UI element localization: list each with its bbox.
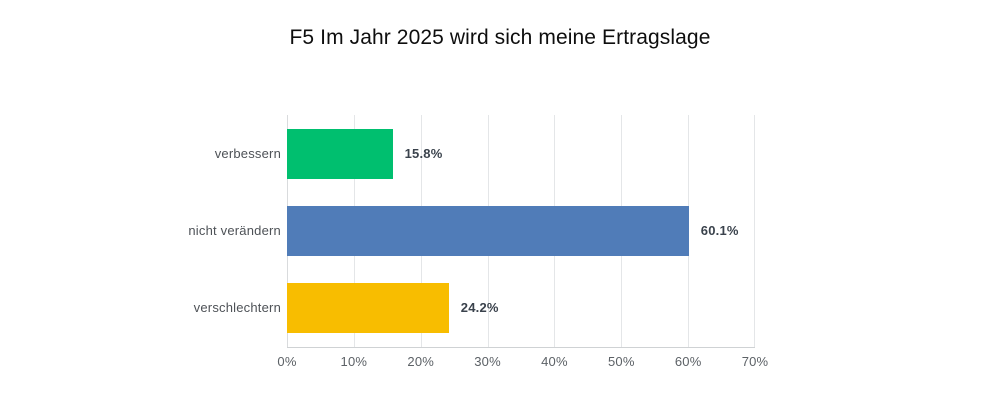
x-tick-label: 20% [407,354,435,369]
chart-title: F5 Im Jahr 2025 wird sich meine Ertragsl… [289,26,711,49]
value-label: 24.2% [460,300,499,316]
x-tick-label: 50% [607,354,635,369]
category-label: verbessern [214,145,281,161]
x-tick-label: 60% [674,354,702,369]
x-tick-label: 10% [340,354,368,369]
bar-verbessern [287,128,393,179]
x-axis-line [287,347,755,348]
category-label: nicht verändern [188,223,281,238]
category-label: verschlechtern [193,300,281,316]
x-tick-label: 30% [474,354,501,369]
plot-area [287,115,755,348]
x-tick-label: 40% [541,354,568,369]
bar-nicht-verändern [287,206,689,256]
gridline-70% [754,115,755,347]
x-tick-label: 0% [277,354,297,369]
value-label: 15.8% [404,145,443,161]
bar-verschlechtern [287,283,449,334]
value-label: 60.1% [700,223,739,238]
x-tick-label: 70% [741,354,769,369]
